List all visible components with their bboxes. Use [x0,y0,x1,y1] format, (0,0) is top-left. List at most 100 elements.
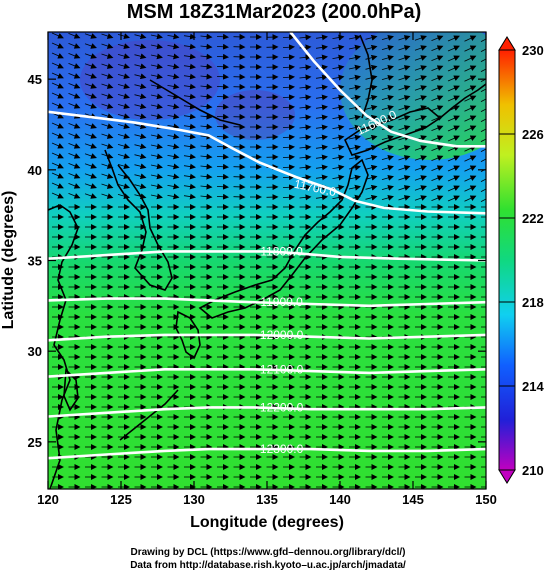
wind-arrow [431,105,444,112]
wind-arrow [464,75,477,82]
wind-arrow [398,95,411,101]
wind-arrow [84,193,97,199]
wind-arrow [117,163,130,170]
colorbar-max-extend [498,36,516,51]
wind-arrow [134,33,147,40]
wind-arrow [150,33,163,40]
wind-arrow [381,74,394,81]
x-axis-label: Longitude (degrees) [190,514,344,531]
wind-arrow [68,52,81,59]
wind-arrow [68,162,81,169]
contour-line [48,110,486,215]
wind-arrow [480,68,486,72]
wind-arrow [315,64,328,71]
wind-arrow [282,184,295,191]
wind-arrow [216,33,229,40]
wind-arrow [117,193,130,200]
wind-arrow [398,175,411,181]
wind-arrow [447,195,460,202]
x-tick-label: 145 [402,492,424,507]
wind-arrow [117,143,130,150]
wind-arrow [183,173,196,180]
wind-arrow [365,134,378,141]
wind-arrow [299,104,312,111]
colorbar-tick-label: 214 [522,379,544,394]
wind-arrow [381,114,394,121]
wind-arrow [464,55,477,62]
coastline-sakhalin [359,34,373,119]
wind-arrow [365,184,378,191]
wind-arrow [431,175,444,182]
wind-arrow [447,135,460,142]
wind-arrow [464,195,477,202]
wind-arrow [167,83,180,90]
wind-arrow [299,144,312,151]
wind-arrow [431,45,444,52]
wind-arrow [431,195,444,202]
wind-arrow [282,144,295,151]
wind-arrow [414,65,427,71]
colorbar: 210 214 218 222 226 230 [498,36,544,484]
wind-arrow [134,133,147,140]
wind-arrow [381,44,394,51]
wind-arrow [150,73,163,80]
wind-arrow [200,73,213,80]
wind-arrow [200,163,213,170]
wind-arrow [381,184,394,191]
wind-arrow [414,95,427,101]
wind-arrow [134,93,147,100]
wind-arrow [117,93,130,100]
y-tick-label: 30 [28,344,42,359]
wind-arrow [365,124,378,131]
wind-arrow [167,73,180,80]
wind-arrow [167,33,180,40]
wind-arrow [68,62,81,69]
wind-arrow [51,162,64,169]
wind-arrow [150,113,163,120]
wind-arrow [117,43,130,50]
wind-arrow [348,44,361,51]
wind-arrow [216,143,229,150]
wind-arrow [282,94,295,101]
wind-arrow [134,63,147,70]
wind-arrow [315,114,328,121]
wind-arrow [282,114,295,121]
wind-arrow [414,35,427,41]
x-tick-label: 140 [329,492,351,507]
wind-arrow [200,143,213,150]
wind-arrow [167,53,180,60]
wind-arrow [84,143,97,149]
wind-arrow [183,163,196,170]
contour-line [48,250,486,262]
wind-arrow [332,164,345,171]
wind-arrow [183,53,196,60]
wind-arrow [414,75,427,81]
coastline-korea [104,149,173,291]
wind-arrow [464,155,477,162]
contour-label: 12000.0 [260,328,304,342]
wind-arrow [150,93,163,100]
wind-arrow [134,73,147,80]
wind-arrow [183,43,196,50]
wind-arrow [348,144,361,151]
wind-arrow [299,84,312,91]
wind-arrow [348,114,361,121]
wind-arrow [381,64,394,71]
wind-arrow [134,143,147,150]
wind-arrow [398,75,411,81]
y-tick-label: 25 [28,435,42,450]
wind-arrow [332,64,345,71]
wind-arrow [150,173,163,180]
wind-arrow [348,164,361,171]
contour-line [48,297,486,308]
wind-arrow [381,134,394,141]
wind-arrow [282,34,295,41]
wind-arrow [414,125,427,131]
wind-arrow [348,134,361,141]
wind-arrow [216,103,229,110]
contour-label: 11800.0 [260,244,303,258]
wind-arrow [68,102,81,109]
wind-arrow [84,83,97,89]
wind-arrow [167,43,180,50]
